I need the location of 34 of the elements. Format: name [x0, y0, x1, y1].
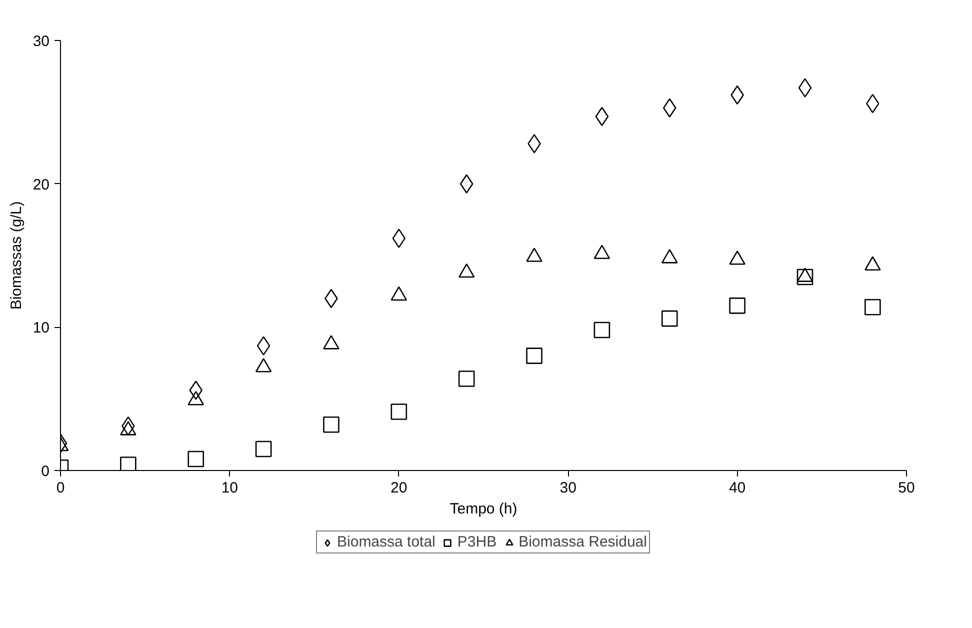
point	[188, 450, 204, 468]
point	[662, 98, 676, 118]
y-tick-label: 20	[32, 176, 50, 194]
y-tick-label: 30	[32, 33, 50, 50]
point	[864, 298, 881, 316]
point	[458, 370, 475, 387]
point	[594, 322, 610, 338]
legend-label: P3HB	[457, 534, 497, 550]
point	[796, 268, 814, 286]
point	[460, 174, 474, 194]
point	[390, 404, 408, 420]
legend-label: Biomassa total	[337, 534, 436, 550]
point	[661, 310, 678, 327]
x-tick-label: 10	[221, 480, 238, 496]
y-tick-label: 0	[41, 463, 50, 480]
x-tick-label: 30	[560, 480, 576, 496]
point	[120, 456, 136, 470]
x-tick-label: 40	[728, 480, 746, 496]
y-tick-label: 10	[32, 320, 50, 337]
point	[256, 336, 270, 356]
point	[189, 380, 203, 400]
point	[255, 440, 272, 458]
y-axis-title: Biomassas (g/L)	[8, 201, 25, 310]
x-tick-label: 50	[898, 480, 915, 496]
point	[323, 416, 340, 433]
point	[729, 298, 746, 314]
x-axis-title: Tempo (h)	[450, 500, 518, 518]
point	[526, 348, 542, 364]
x-tick-label: 0	[56, 480, 65, 496]
point	[595, 106, 609, 126]
point	[798, 78, 812, 98]
legend-label: Biomassa Residual	[518, 534, 647, 550]
point	[392, 228, 406, 248]
x-tick-label: 20	[390, 480, 408, 496]
